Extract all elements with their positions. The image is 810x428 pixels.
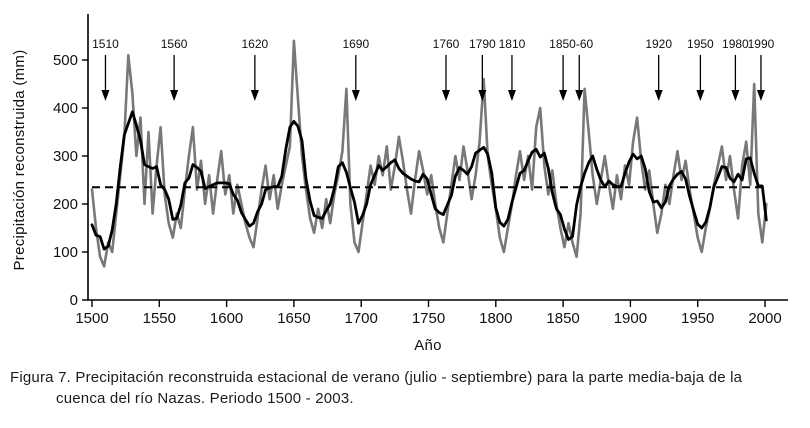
event-year-annotations: 1510 1560 1620 1690 1760 1790 1810 1850-60 1920 1… (92, 37, 775, 101)
axes: 0 100 200 300 400 500 1500 1550 1600 1650 1700 1750… (53, 14, 788, 327)
y-tick-label: 200 (53, 196, 78, 213)
smoothed-precipitation-polyline (90, 110, 768, 251)
x-tick-label: 1950 (681, 310, 714, 327)
annotation-arrow-head (756, 90, 765, 101)
annotation-arrow-head (170, 90, 179, 101)
y-tick-label: 400 (53, 100, 78, 117)
x-tick-label: 2000 (748, 310, 781, 327)
annotation-arrow-head (575, 90, 584, 101)
y-tick-label: 0 (70, 292, 78, 309)
x-tick-label: 1650 (277, 310, 310, 327)
caption-line-1: Figura 7. Precipitación reconstruida est… (10, 369, 743, 386)
y-axis-title: Precipitación reconstruida (mm) (11, 49, 28, 270)
annotation-year-label: 1980 (722, 37, 749, 51)
x-tick-label: 1800 (479, 310, 512, 327)
annotation-arrow-head (731, 90, 740, 101)
annotation-year-label: 1760 (433, 37, 460, 51)
annotation-arrow-head (654, 90, 663, 101)
annotation-arrow-head (351, 90, 360, 101)
annotation-arrow-head (559, 90, 568, 101)
annotation-arrow-head (250, 90, 259, 101)
x-tick-label: 1600 (210, 310, 243, 327)
annotation-arrow-head (101, 90, 110, 101)
precipitation-reconstruction-chart: 0 100 200 300 400 500 1500 1550 1600 1650 1700 1750… (11, 14, 788, 354)
plot-area (90, 39, 768, 268)
annotation-year-label: 1790 (469, 37, 496, 51)
x-tick-label: 1700 (345, 310, 378, 327)
annotation-year-label: 1850-60 (549, 37, 593, 51)
x-axis-title: Año (414, 337, 442, 354)
annotation-arrow-head (507, 90, 516, 101)
y-tick-label: 300 (53, 148, 78, 165)
smoothed-series-line (90, 110, 768, 251)
y-tick-label: 100 (53, 244, 78, 261)
annual-precipitation-polyline (90, 39, 768, 268)
caption-line-2: cuenca del río Nazas. Periodo 1500 - 200… (56, 389, 354, 407)
annotation-year-label: 1920 (645, 37, 672, 51)
x-tick-label: 1750 (412, 310, 445, 327)
x-tick-label: 1550 (143, 310, 176, 327)
figure-caption: Figura 7. Precipitación reconstruida est… (10, 368, 802, 409)
annotation-year-label: 1560 (161, 37, 188, 51)
x-tick-label: 1500 (75, 310, 108, 327)
x-tick-label: 1900 (614, 310, 647, 327)
y-tick-label: 500 (53, 52, 78, 69)
axis-lines (87, 14, 788, 301)
annotation-year-label: 1990 (748, 37, 775, 51)
annotation-year-label: 1690 (342, 37, 369, 51)
annotation-arrow-head (441, 90, 450, 101)
annotation-year-label: 1510 (92, 37, 119, 51)
annotation-arrow-head (696, 90, 705, 101)
annotation-year-label: 1810 (499, 37, 526, 51)
annotation-arrow-head (478, 90, 487, 101)
annotation-year-label: 1950 (687, 37, 714, 51)
annotation-year-label: 1620 (242, 37, 269, 51)
x-tick-label: 1850 (546, 310, 579, 327)
annual-series-line (90, 39, 768, 268)
